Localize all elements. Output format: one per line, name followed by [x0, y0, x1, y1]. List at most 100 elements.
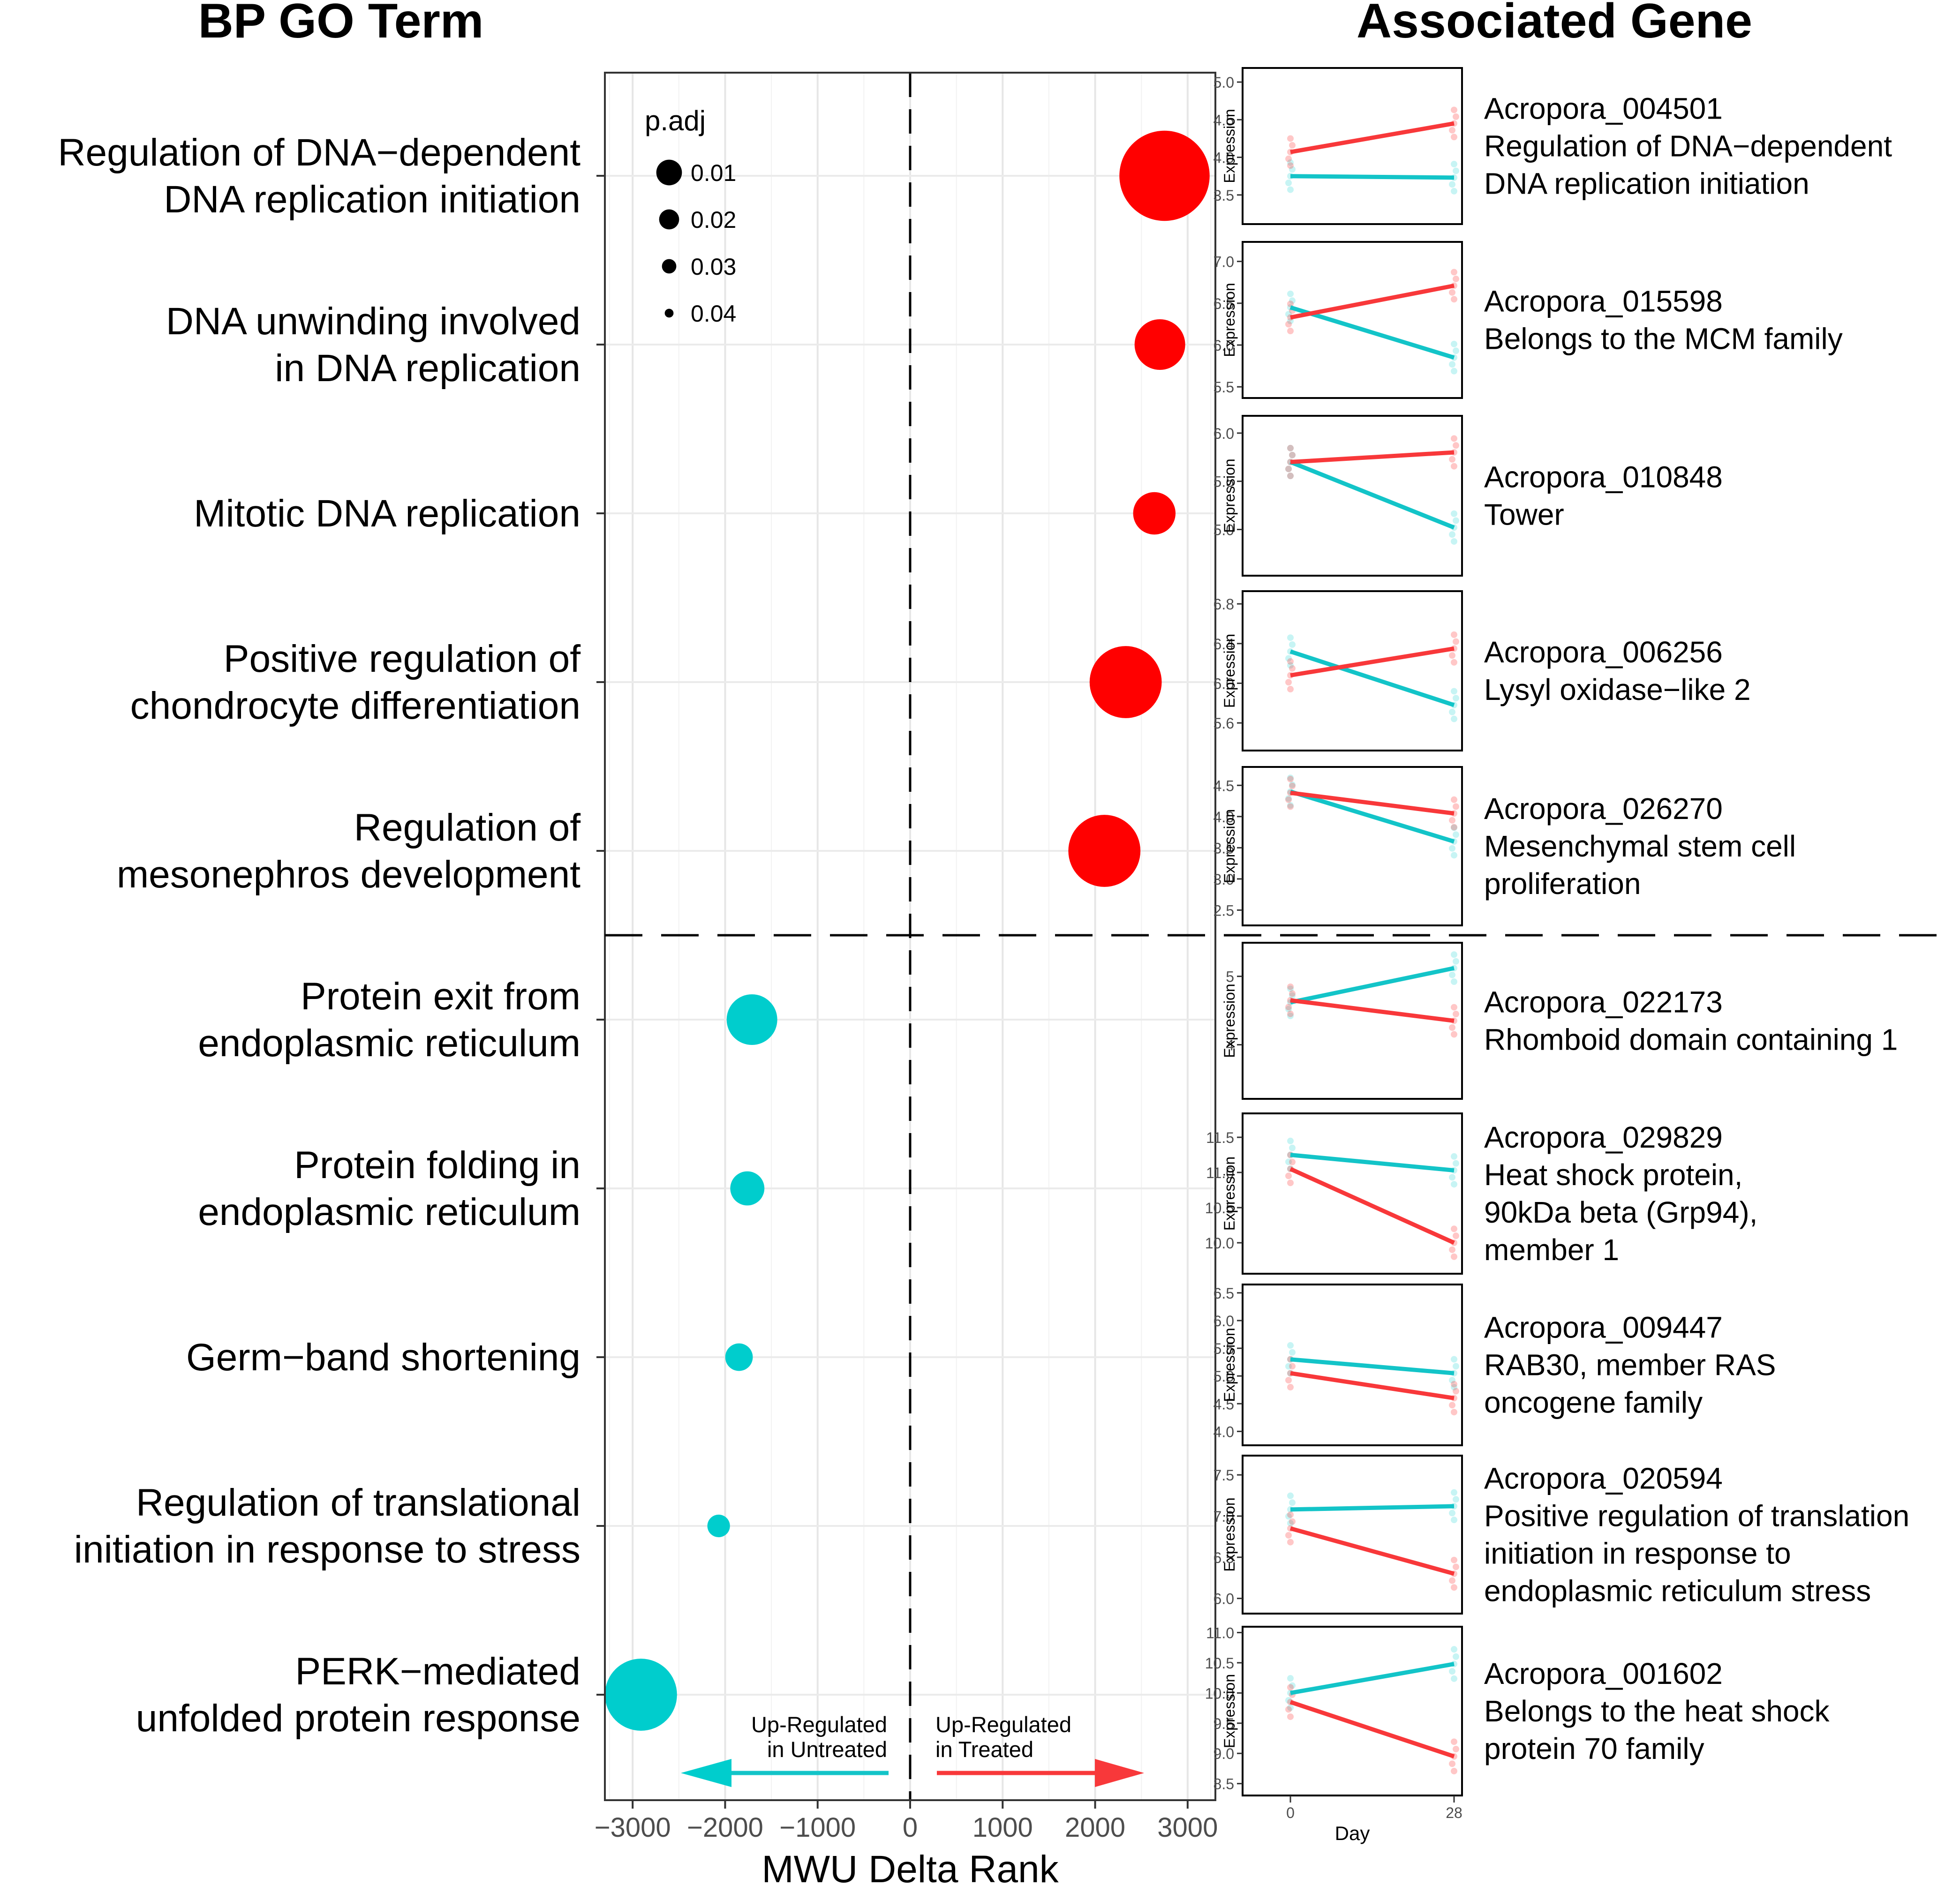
gene-y-tick-label: 10.5 — [1205, 1655, 1234, 1672]
replicate-point — [1451, 1738, 1457, 1745]
gene-label: endoplasmic reticulum stress — [1484, 1574, 1871, 1608]
gene-y-tick-label: 6.0 — [1214, 425, 1234, 442]
replicate-point — [1453, 1160, 1459, 1167]
gene-y-tick-label: 4.5 — [1214, 777, 1234, 794]
term-point — [1068, 815, 1141, 887]
gene-y-tick-label: 7.0 — [1214, 1508, 1234, 1525]
replicate-point — [1451, 1409, 1457, 1416]
replicate-point — [1289, 297, 1296, 304]
replicate-point — [1453, 638, 1459, 645]
replicate-point — [1453, 1232, 1459, 1239]
replicate-point — [1453, 1746, 1459, 1753]
replicate-point — [1289, 1682, 1296, 1689]
replicate-point — [1451, 1489, 1457, 1496]
gene-y-tick-label: 8.5 — [1214, 1776, 1234, 1793]
gene-label: Regulation of DNA−dependent — [1484, 129, 1892, 163]
replicate-point — [1285, 321, 1292, 328]
term-point — [605, 1659, 677, 1731]
replicate-point — [1287, 985, 1294, 992]
term-label: Mitotic DNA replication — [194, 492, 580, 535]
gene-y-tick-label: 3.0 — [1214, 871, 1234, 888]
term-label: Regulation of — [354, 806, 580, 849]
gene-label: Acropora_026270 — [1484, 792, 1723, 826]
replicate-point — [1449, 289, 1455, 296]
replicate-point — [1449, 1402, 1455, 1409]
replicate-point — [1451, 1031, 1457, 1038]
gene-y-axis-label: Expression — [1221, 458, 1238, 533]
gene-y-axis-label: Expression — [1221, 1497, 1238, 1571]
replicate-point — [1451, 1153, 1457, 1160]
replicate-point — [1285, 1158, 1292, 1165]
gene-panel-frame — [1242, 766, 1463, 926]
gene-y-tick-label: 5.0 — [1214, 74, 1234, 91]
replicate-point — [1287, 775, 1294, 782]
replicate-point — [1451, 1356, 1457, 1363]
gene-label: Acropora_010848 — [1484, 460, 1723, 494]
replicate-point — [1451, 1646, 1457, 1653]
gene-label: Lysyl oxidase−like 2 — [1484, 673, 1751, 706]
replicate-point — [1285, 1532, 1292, 1539]
gene-y-tick-label: 5.5 — [1214, 1340, 1234, 1357]
replicate-point — [1453, 1563, 1459, 1570]
gene-y-tick-label: 6.0 — [1214, 1313, 1234, 1330]
term-point — [725, 1343, 753, 1371]
replicate-point — [1449, 971, 1455, 978]
treated-trend-line — [1290, 121, 1455, 154]
replicate-point — [1289, 781, 1296, 788]
replicate-point — [1289, 1363, 1296, 1370]
replicate-point — [1451, 824, 1457, 831]
gene-y-tick-label: 6.8 — [1214, 596, 1234, 613]
replicate-point — [1285, 796, 1292, 803]
arrow-label-right: in Treated — [935, 1737, 1033, 1762]
replicate-point — [1289, 641, 1296, 648]
replicate-point — [1453, 113, 1459, 120]
replicate-point — [1451, 1767, 1457, 1774]
term-label: endoplasmic reticulum — [198, 1022, 580, 1065]
replicate-point — [1287, 802, 1294, 809]
gene-label: Mesenchymal stem cell — [1484, 829, 1796, 863]
gene-y-tick-label: 6.0 — [1214, 1591, 1234, 1608]
replicate-point — [1289, 451, 1296, 458]
replicate-point — [1449, 817, 1455, 824]
replicate-point — [1449, 1668, 1455, 1675]
term-label: chondrocyte differentiation — [130, 684, 580, 727]
replicate-point — [1287, 1012, 1294, 1019]
term-label: initiation in response to stress — [74, 1528, 580, 1571]
replicate-point — [1287, 1492, 1294, 1499]
replicate-point — [1287, 1704, 1294, 1711]
legend-label: 0.02 — [691, 207, 736, 233]
gene-y-tick-label: 5.0 — [1214, 1368, 1234, 1385]
replicate-point — [1451, 824, 1457, 831]
gene-y-tick-label: 6.5 — [1214, 1285, 1234, 1302]
replicate-point — [1451, 1381, 1457, 1388]
replicate-point — [1287, 662, 1294, 669]
replicate-point — [1449, 1174, 1455, 1181]
gene-panel-frame — [1242, 241, 1463, 399]
gene-y-tick-label: 4.0 — [1214, 809, 1234, 826]
replicate-point — [1289, 990, 1296, 997]
gene-label: Acropora_029829 — [1484, 1120, 1723, 1154]
gene-y-tick-label: 3.5 — [1214, 840, 1234, 856]
day-tick-label: 28 — [1446, 1804, 1462, 1821]
replicate-point — [1285, 1706, 1292, 1713]
gene-label: Acropora_006256 — [1484, 635, 1723, 669]
replicate-point — [1285, 466, 1292, 473]
replicate-point — [1285, 1006, 1292, 1013]
gene-y-axis-label: Expression — [1221, 1674, 1238, 1748]
size-legend: p.adj 0.01 0.02 0.03 0.04 — [645, 105, 736, 327]
replicate-point — [1287, 1713, 1294, 1720]
term-point — [726, 994, 777, 1045]
legend-key — [662, 259, 677, 274]
replicate-point — [1449, 456, 1455, 463]
replicate-point — [1289, 1349, 1296, 1356]
term-point — [1089, 646, 1162, 718]
treated-trend-line — [1290, 283, 1455, 320]
replicate-point — [1453, 167, 1459, 174]
replicate-point — [1449, 845, 1455, 852]
gene-label: Heat shock protein, — [1484, 1158, 1742, 1192]
term-point — [730, 1171, 765, 1206]
left-header: BP GO Term — [198, 0, 484, 48]
untreated-trend-line — [1289, 789, 1455, 844]
replicate-point — [1451, 1225, 1457, 1232]
